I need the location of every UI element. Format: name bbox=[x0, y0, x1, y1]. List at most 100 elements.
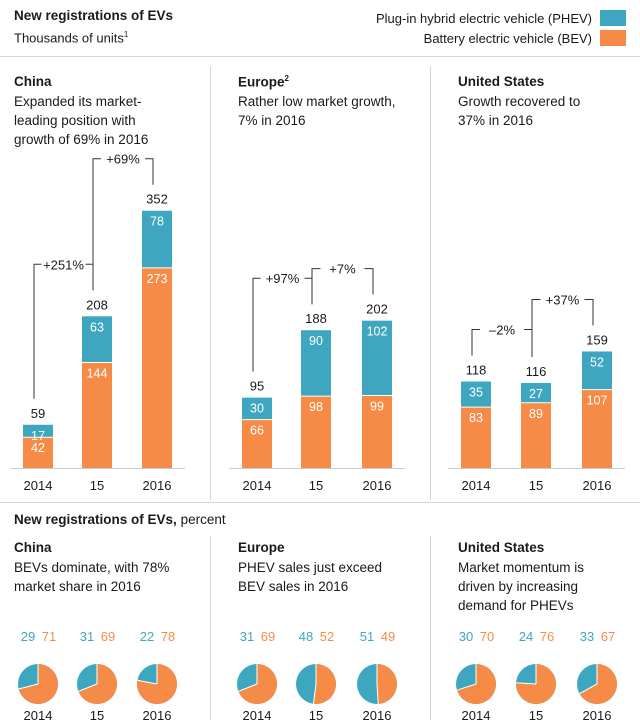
pie-chart: 31 69 2014 bbox=[237, 629, 277, 723]
pie-value-bev: 78 bbox=[161, 629, 175, 644]
pie-chart: 22 78 2016 bbox=[137, 629, 177, 723]
pie-slice-phev bbox=[77, 664, 117, 704]
desc-line: BEVs dominate, with 78% bbox=[14, 560, 170, 575]
pie-value-phev: 31 bbox=[240, 629, 254, 644]
bar-value-phev: 17 bbox=[31, 429, 45, 443]
region2-desc-europe: PHEV sales just exceed BEV sales in 2016 bbox=[238, 558, 428, 596]
bar-total-label: 118 bbox=[466, 363, 487, 378]
pie-value-bev: 67 bbox=[601, 629, 615, 644]
section2-suffix: percent bbox=[180, 512, 226, 527]
growth-label: +7% bbox=[329, 262, 356, 277]
growth-label-bg bbox=[101, 150, 145, 167]
region-desc-us: Growth recovered to 37% in 2016 bbox=[458, 92, 638, 130]
growth-label: +37% bbox=[546, 292, 580, 307]
region2-title-us: United States bbox=[458, 540, 545, 555]
pie-year-label: 2014 bbox=[462, 708, 491, 723]
column-divider bbox=[430, 66, 431, 500]
bar-phev bbox=[362, 320, 392, 396]
bar-total-label: 208 bbox=[86, 297, 108, 312]
desc-line: BEV sales in 2016 bbox=[238, 579, 349, 594]
bar-total-label: 159 bbox=[586, 332, 608, 347]
pie-slice-bev bbox=[456, 664, 496, 704]
bar-value-bev: 273 bbox=[147, 272, 168, 286]
x-tick-label: 2016 bbox=[583, 478, 612, 493]
bar-bev bbox=[461, 407, 491, 468]
region2-desc-us: Market momentum is driven by increasing … bbox=[458, 558, 638, 615]
bar-total-label: 116 bbox=[526, 364, 547, 379]
pie-year-label: 2014 bbox=[24, 708, 53, 723]
section2-title: New registrations of EVs, percent bbox=[14, 512, 226, 527]
bar-value-bev: 89 bbox=[529, 407, 543, 421]
region2-desc-china: BEVs dominate, with 78% market share in … bbox=[14, 558, 214, 596]
legend-item-phev: Plug-in hybrid electric vehicle (PHEV) bbox=[376, 10, 626, 26]
bar-total-label: 95 bbox=[250, 379, 264, 394]
desc-line: Growth recovered to bbox=[458, 94, 581, 109]
bar-bev bbox=[521, 402, 551, 468]
pie-value-phev: 31 bbox=[80, 629, 94, 644]
pie-value-phev: 24 bbox=[519, 629, 533, 644]
region2-title-europe: Europe bbox=[238, 540, 285, 555]
pie-chart: 24 76 15 bbox=[516, 629, 556, 723]
pie-year-label: 15 bbox=[309, 708, 323, 723]
pie-separator bbox=[516, 682, 537, 685]
bar-phev bbox=[142, 210, 172, 268]
pie-value-bev: 70 bbox=[480, 629, 494, 644]
pie-chart: 31 69 15 bbox=[77, 629, 117, 723]
x-tick-label: 15 bbox=[90, 478, 104, 493]
bar-bev bbox=[582, 389, 612, 468]
pie-slice-phev bbox=[18, 664, 58, 704]
desc-line: driven by increasing bbox=[458, 579, 579, 594]
bar-total-label: 188 bbox=[305, 311, 327, 326]
bar-bev bbox=[142, 267, 172, 468]
pie-year-label: 2014 bbox=[243, 708, 272, 723]
pie-slice-bev bbox=[313, 664, 336, 704]
pie-slice-phev bbox=[296, 664, 336, 704]
pie-slice-phev bbox=[577, 664, 617, 704]
growth-label: +97% bbox=[266, 271, 300, 286]
bar-total-label: 202 bbox=[366, 302, 388, 317]
pie-slice-bev bbox=[18, 664, 58, 705]
pie-chart: 48 52 15 bbox=[296, 629, 336, 723]
chart-subtitle: Thousands of units1 bbox=[14, 30, 128, 45]
x-tick-label: 2016 bbox=[363, 478, 392, 493]
pie-slice-phev bbox=[456, 664, 496, 704]
bar-value-bev: 144 bbox=[87, 366, 108, 380]
growth-label-bg bbox=[540, 291, 585, 308]
desc-line: growth of 69% in 2016 bbox=[14, 132, 149, 147]
x-tick-label: 2014 bbox=[24, 478, 53, 493]
footnote-marker: 1 bbox=[123, 30, 129, 39]
pie-chart: 33 67 2016 bbox=[577, 629, 617, 723]
growth-label: –2% bbox=[489, 323, 515, 338]
pie-slice-bev bbox=[78, 664, 117, 704]
bar-bev bbox=[301, 396, 331, 468]
growth-bracket: +7% bbox=[311, 260, 374, 305]
bar-bev bbox=[242, 419, 272, 468]
top-divider bbox=[0, 56, 640, 57]
pie-value-bev: 49 bbox=[381, 629, 395, 644]
bar-panel-united-states: 83 35 118 2014 89 27 116 15 107 52 159 2016 –2% +37% bbox=[448, 291, 625, 493]
region-title-us: United States bbox=[458, 74, 545, 89]
region-desc-china: Expanded its market- leading position wi… bbox=[14, 92, 194, 149]
column-divider bbox=[210, 536, 211, 720]
pie-value-phev: 33 bbox=[580, 629, 594, 644]
desc-line: 37% in 2016 bbox=[458, 113, 534, 128]
section-divider bbox=[0, 502, 640, 503]
pie-separator bbox=[579, 683, 598, 695]
pie-slice-bev bbox=[137, 664, 177, 704]
bar-value-phev: 102 bbox=[367, 325, 388, 339]
pie-year-label: 2016 bbox=[363, 708, 392, 723]
pie-slice-phev bbox=[357, 664, 397, 704]
bar-bev bbox=[362, 395, 392, 468]
pie-value-phev: 29 bbox=[21, 629, 35, 644]
x-tick-label: 2014 bbox=[462, 478, 491, 493]
pie-value-bev: 52 bbox=[320, 629, 334, 644]
growth-bracket: +69% bbox=[92, 150, 154, 291]
bar-value-bev: 107 bbox=[587, 394, 608, 408]
pie-separator bbox=[312, 683, 317, 704]
pie-separator bbox=[78, 683, 98, 692]
column-divider bbox=[210, 66, 211, 500]
bar-value-phev: 30 bbox=[250, 402, 264, 416]
pie-slice-bev bbox=[579, 664, 617, 705]
desc-line: Market momentum is bbox=[458, 560, 585, 575]
